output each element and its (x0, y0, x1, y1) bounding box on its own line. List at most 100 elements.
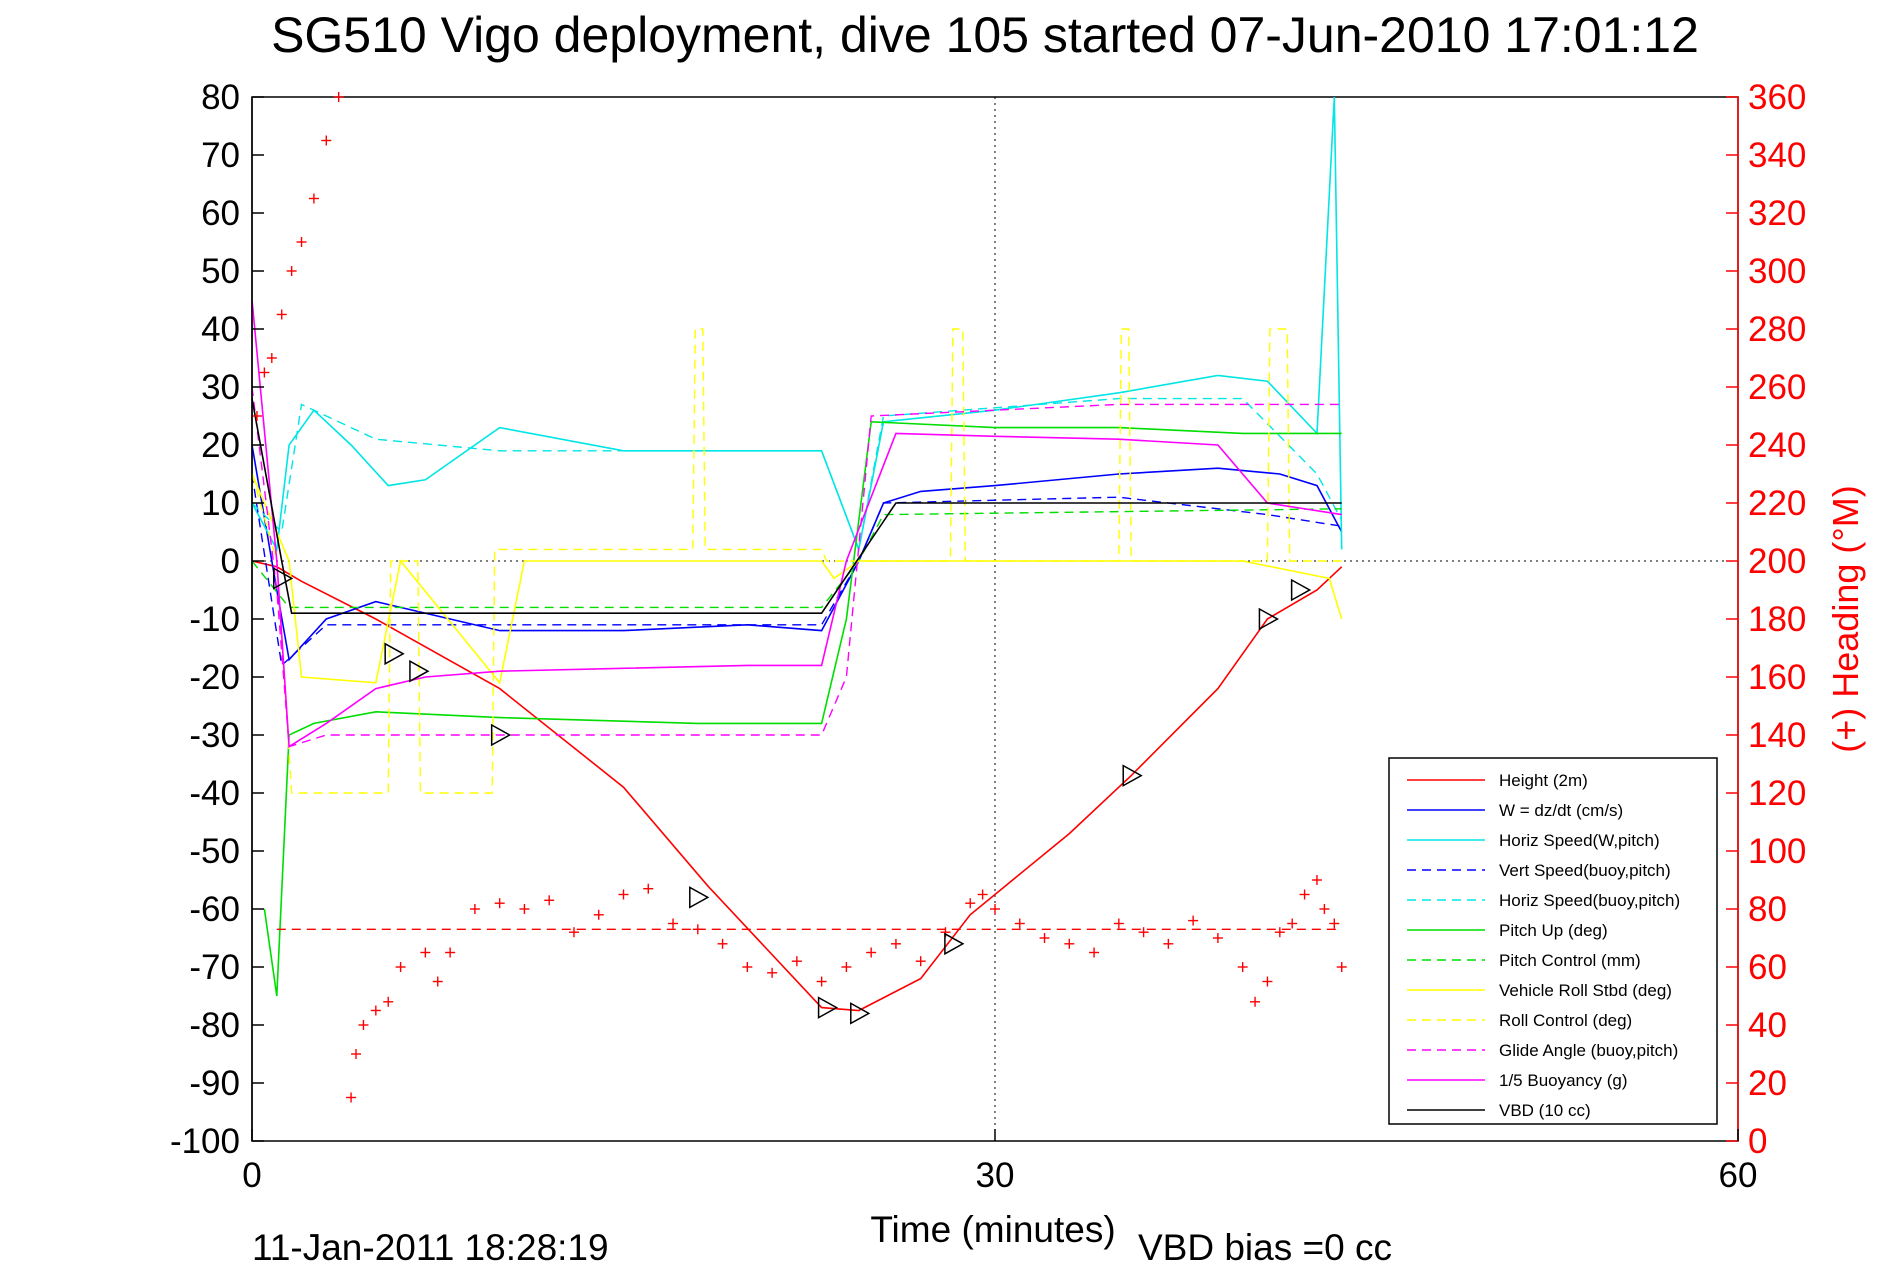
heading-point (1336, 962, 1347, 972)
legend-label-glide-angle-buoy-pitch: Glide Angle (buoy,pitch) (1499, 1041, 1678, 1060)
heading-point (977, 889, 988, 900)
heading-point (890, 938, 901, 949)
heading-point (742, 962, 753, 972)
heading-point (266, 353, 277, 363)
heading-point (370, 1005, 381, 1016)
y-right-tick-label: 60 (1748, 948, 1787, 987)
x-tick-label: 60 (1719, 1156, 1758, 1195)
series-line-pitch-up-deg (263, 420, 1342, 997)
apogee-marker (944, 932, 965, 956)
footer-vbd-bias: VBD bias =0 cc (1138, 1227, 1392, 1262)
heading-point (1274, 927, 1285, 938)
y-tick-label: -40 (189, 774, 240, 813)
heading-point (286, 266, 297, 276)
series-line-w-dz-dt-cm-s (251, 444, 1343, 662)
heading-point (1113, 918, 1124, 929)
y-right-tick-label: 160 (1748, 658, 1806, 697)
heading-point (351, 1049, 362, 1059)
y-tick-label: 20 (201, 426, 240, 465)
x-tick-label: 0 (242, 1156, 261, 1195)
y-right-tick-label: 100 (1748, 832, 1806, 871)
series-layer (251, 96, 1343, 1012)
legend-label-horiz-speed-buoy-pitch: Horiz Speed(buoy,pitch) (1499, 891, 1680, 910)
x-axis: 0 30 60 (242, 1129, 1757, 1195)
apogee-marker (817, 996, 839, 1019)
y-tick-label: -60 (189, 890, 240, 929)
heading-point (965, 898, 976, 909)
heading-point (1089, 947, 1100, 958)
apogee-marker (1122, 764, 1143, 787)
heading-point (469, 904, 480, 914)
heading-point (383, 996, 394, 1007)
heading-point (1163, 938, 1174, 949)
apogee-marker (409, 659, 430, 683)
heading-point (1188, 915, 1199, 926)
marker-layer (251, 92, 1347, 1103)
heading-point (643, 883, 654, 894)
heading-point (692, 924, 703, 935)
legend-label-pitch-up-deg: Pitch Up (deg) (1499, 921, 1608, 940)
heading-point (767, 967, 778, 978)
apogee-marker (1258, 607, 1279, 631)
heading-point (866, 947, 877, 958)
series-line-height-2m (251, 560, 1343, 1012)
heading-point (1064, 938, 1075, 949)
heading-point (420, 947, 431, 958)
y-tick-label: 30 (201, 368, 240, 407)
heading-point (1237, 962, 1248, 972)
heading-point (668, 918, 679, 929)
heading-point (395, 962, 406, 972)
legend-label-horiz-speed-w-pitch: Horiz Speed(W,pitch) (1499, 831, 1660, 850)
footer-timestamp: 11-Jan-2011 18:28:19 (252, 1227, 609, 1262)
legend-label-vehicle-roll-stbd-deg: Vehicle Roll Stbd (deg) (1499, 981, 1672, 1000)
legend-label-vbd-10-cc: VBD (10 cc) (1499, 1101, 1591, 1120)
series-line-vehicle-roll-stbd-deg (251, 473, 1343, 685)
y-right-tick-label: 360 (1748, 78, 1806, 117)
legend-label-pitch-control-mm: Pitch Control (mm) (1499, 951, 1641, 970)
y-right-tick-label: 20 (1748, 1064, 1787, 1103)
heading-point (618, 889, 629, 900)
y-right-tick-label: 120 (1748, 774, 1806, 813)
y-tick-label: -80 (189, 1006, 240, 1045)
y-tick-label: -70 (189, 948, 240, 987)
y-axis-right: 3603403203002802602402202001801601401201… (1726, 78, 1806, 1161)
x-axis-label: Time (minutes) (870, 1209, 1115, 1250)
legend-label-1-5-buoyancy-g: 1/5 Buoyancy (g) (1499, 1071, 1628, 1090)
y-tick-label: -50 (189, 832, 240, 871)
y-tick-label: 0 (221, 542, 240, 581)
y-right-tick-label: 260 (1748, 368, 1806, 407)
y-tick-label: -20 (189, 658, 240, 697)
heading-point (251, 411, 262, 421)
heading-point (519, 904, 530, 914)
heading-point (791, 956, 802, 967)
heading-point (1299, 889, 1310, 900)
apogee-marker (384, 642, 405, 666)
heading-point (544, 895, 555, 906)
series-line-glide-angle-buoy-pitch (251, 386, 1342, 748)
y-right-tick-label: 220 (1748, 484, 1806, 523)
heading-point (717, 938, 728, 949)
heading-point (816, 976, 827, 987)
heading-point (593, 909, 604, 920)
heading-point (990, 904, 1000, 914)
y-right-tick-label: 0 (1748, 1122, 1767, 1161)
x-tick-label: 30 (976, 1156, 1015, 1195)
heading-point (259, 367, 270, 378)
series-line-vbd-10-cc (251, 398, 1342, 615)
heading-point (915, 956, 926, 967)
apogee-marker (490, 723, 512, 747)
heading-point (308, 193, 319, 204)
legend-label-height-2m: Height (2m) (1499, 771, 1588, 790)
heading-point (333, 92, 344, 102)
heading-point (1287, 918, 1298, 929)
apogee-marker (1290, 578, 1312, 602)
y-right-tick-label: 320 (1748, 194, 1806, 233)
y-right-tick-label: 280 (1748, 310, 1806, 349)
y-right-tick-label: 200 (1748, 542, 1806, 581)
heading-point (321, 135, 332, 146)
heading-point (1212, 933, 1223, 943)
apogee-marker (850, 1002, 871, 1025)
y-tick-label: 80 (201, 78, 240, 117)
y-tick-label: -10 (189, 600, 240, 639)
legend-label-vert-speed-buoy-pitch: Vert Speed(buoy,pitch) (1499, 861, 1671, 880)
